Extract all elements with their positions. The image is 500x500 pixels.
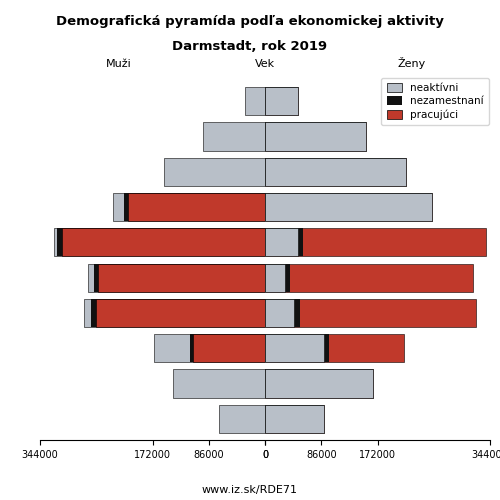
Bar (265, 299, 300, 327)
Bar (94, 264, 265, 292)
Bar (112, 193, 265, 221)
Text: 85: 85 (265, 96, 281, 106)
Text: 65: 65 (265, 167, 281, 177)
Bar (265, 87, 298, 116)
Bar (265, 158, 406, 186)
Bar (265, 122, 366, 150)
Text: 35: 35 (265, 272, 281, 282)
Bar (265, 334, 404, 362)
Text: 5: 5 (265, 378, 275, 388)
Bar (265, 370, 373, 398)
Bar (265, 228, 298, 256)
Bar (265, 122, 366, 150)
Bar (193, 334, 265, 362)
Bar (174, 370, 265, 398)
Bar (265, 370, 373, 398)
Bar (265, 193, 432, 221)
Bar (219, 404, 265, 433)
Bar (190, 334, 265, 362)
Bar (57, 228, 265, 256)
Text: 25: 25 (265, 308, 281, 318)
Bar (154, 334, 265, 362)
Text: 15: 15 (265, 343, 281, 353)
Bar (246, 87, 265, 116)
Bar (265, 87, 298, 116)
Text: Darmstadt, rok 2019: Darmstadt, rok 2019 (172, 40, 328, 53)
Bar (265, 193, 432, 221)
Text: Vek: Vek (255, 59, 275, 69)
Bar (265, 158, 406, 186)
Text: Demografická pyramída podľa ekonomickej aktivity: Demografická pyramída podľa ekonomickej … (56, 15, 444, 28)
Bar (265, 264, 284, 292)
Bar (265, 228, 303, 256)
Legend: neaktívni, nezamestnaní, pracujúci: neaktívni, nezamestnaní, pracujúci (382, 78, 490, 125)
Bar (265, 404, 324, 433)
Bar (62, 228, 265, 256)
Text: Muži: Muži (106, 59, 132, 69)
Bar (164, 158, 265, 186)
Bar (91, 299, 265, 327)
Text: 75: 75 (265, 132, 281, 141)
Bar (265, 264, 473, 292)
Bar (265, 299, 476, 327)
Bar (128, 193, 265, 221)
Bar (124, 193, 265, 221)
Bar (88, 264, 265, 292)
Bar (265, 299, 294, 327)
Text: 55: 55 (265, 202, 281, 212)
Bar (265, 87, 298, 116)
Bar (265, 158, 406, 186)
Bar (265, 334, 329, 362)
Bar (265, 334, 324, 362)
Bar (96, 299, 265, 327)
Bar (98, 264, 265, 292)
Text: Ženy: Ženy (397, 57, 426, 69)
Bar (84, 299, 265, 327)
Bar (265, 122, 366, 150)
Bar (265, 193, 432, 221)
Bar (265, 404, 324, 433)
Text: www.iz.sk/RDE71: www.iz.sk/RDE71 (202, 485, 298, 495)
Bar (265, 370, 373, 398)
Bar (265, 228, 486, 256)
Bar (203, 122, 265, 150)
Bar (54, 228, 265, 256)
Text: 45: 45 (265, 238, 281, 248)
Bar (265, 264, 290, 292)
Bar (265, 404, 324, 433)
Text: 0: 0 (265, 414, 275, 424)
